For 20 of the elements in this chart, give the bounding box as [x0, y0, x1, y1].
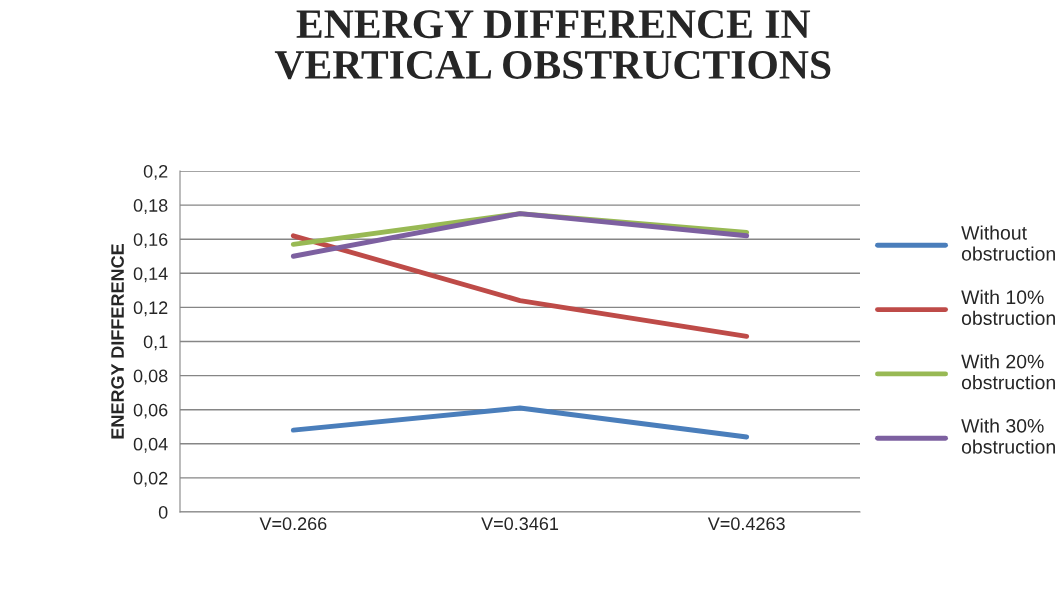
x-tick-label: V=0.3461	[481, 517, 559, 531]
y-tick-label: 0,1	[143, 335, 168, 351]
chart-title: ENERGY DIFFERENCE IN VERTICAL OBSTRUCTIONS	[274, 10, 831, 80]
x-tick-label: V=0.4263	[707, 517, 785, 531]
legend-label: With 20% obstruction	[961, 354, 1055, 390]
y-tick-label: 0,08	[133, 369, 168, 385]
y-tick-label: 0,04	[133, 437, 168, 453]
y-tick-label: 0,06	[133, 403, 168, 419]
y-tick-label: 0,16	[133, 233, 168, 249]
y-tick-label: 0	[158, 505, 168, 519]
y-tick-label: 0,2	[143, 164, 168, 180]
y-tick-label: 0,12	[133, 301, 168, 317]
x-tick-label: V=0.266	[259, 517, 327, 531]
legend-label: Without obstruction	[961, 225, 1055, 261]
legend-label: With 10% obstruction	[961, 289, 1055, 326]
y-tick-label: 0,18	[133, 199, 168, 214]
y-axis-title: ENERGY DIFFERENCE	[111, 244, 124, 439]
legend-label: With 30% obstruction	[961, 418, 1055, 454]
y-tick-label: 0,14	[133, 267, 168, 283]
y-tick-label: 0,02	[133, 471, 168, 487]
